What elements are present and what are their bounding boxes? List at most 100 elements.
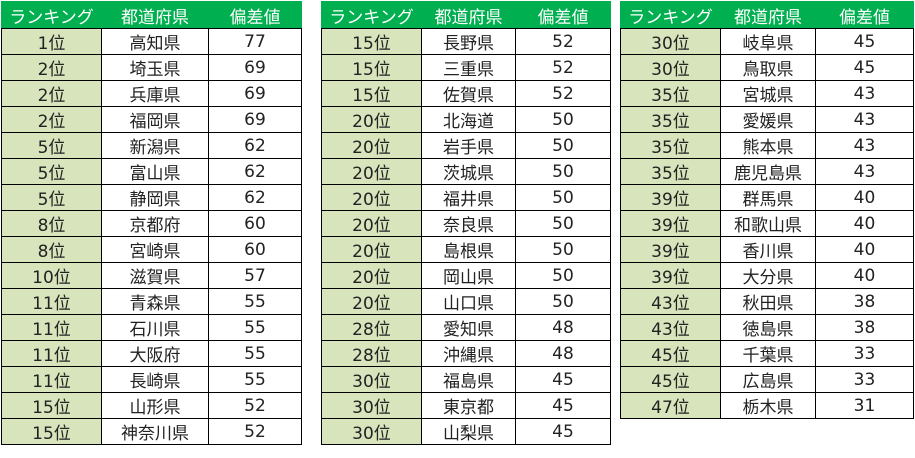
rank-cell: 43位 — [620, 288, 721, 315]
table-row: 11位 青森県 55 — [1, 288, 302, 315]
score-cell: 57 — [208, 262, 302, 289]
rank-cell: 15位 — [1, 392, 102, 419]
prefecture-cell: 熊本県 — [720, 132, 816, 159]
score-cell: 38 — [815, 288, 914, 315]
prefecture-cell: 茨城県 — [421, 158, 516, 185]
rank-cell: 39位 — [620, 210, 721, 237]
score-cell: 33 — [815, 366, 914, 393]
table-row: 39位 大分県 40 — [620, 262, 914, 289]
prefecture-cell: 徳島県 — [720, 314, 816, 341]
prefecture-cell: 京都府 — [101, 210, 209, 237]
table-row: 35位 愛媛県 43 — [620, 106, 914, 133]
rank-cell: 43位 — [620, 314, 721, 341]
score-cell: 50 — [515, 184, 611, 211]
rank-cell: 30位 — [321, 366, 422, 393]
table-row: 47位 栃木県 31 — [620, 392, 914, 419]
ranking-table-2: ランキング 都道府県 偏差値 15位 長野県 52 15位 三重県 52 15位 佐賀県 52 20位北… — [321, 1, 611, 445]
prefecture-cell: 奈良県 — [421, 210, 516, 237]
score-cell: 55 — [208, 340, 302, 367]
rank-cell: 20位 — [321, 184, 422, 211]
prefecture-cell: 鹿児島県 — [720, 158, 816, 185]
score-cell: 45 — [515, 366, 611, 393]
prefecture-cell: 滋賀県 — [101, 262, 209, 289]
rank-cell: 5位 — [1, 132, 102, 159]
prefecture-cell: 福岡県 — [101, 106, 209, 133]
table-row: 20位 岩手県 50 — [321, 132, 611, 159]
table-row: 11位 大阪府 55 — [1, 340, 302, 367]
prefecture-cell: 香川県 — [720, 236, 816, 263]
table-row: 43位 秋田県 38 — [620, 288, 914, 315]
rank-cell: 11位 — [1, 288, 102, 315]
prefecture-cell: 鳥取県 — [720, 54, 816, 81]
score-cell: 55 — [208, 314, 302, 341]
score-cell: 55 — [208, 366, 302, 393]
table-row: 30位 東京都 45 — [321, 392, 611, 419]
score-cell: 45 — [515, 392, 611, 419]
score-cell: 52 — [208, 392, 302, 419]
prefecture-cell: 秋田県 — [720, 288, 816, 315]
table-row: 5位 富山県 62 — [1, 158, 302, 185]
table-row: 35位 宮城県 43 — [620, 80, 914, 107]
score-cell: 52 — [208, 418, 302, 445]
table-row: 43位 徳島県 38 — [620, 314, 914, 341]
score-cell: 50 — [515, 288, 611, 315]
score-cell: 38 — [815, 314, 914, 341]
table-row: 15位 山形県 52 — [1, 392, 302, 419]
rank-cell: 35位 — [620, 80, 721, 107]
ranking-table-1: ランキング 都道府県 偏差値 1位 高知県 77 2位 埼玉県 69 2位 兵庫県 69 2位 福岡県 69… — [1, 1, 302, 445]
score-cell: 62 — [208, 184, 302, 211]
prefecture-cell: 新潟県 — [101, 132, 209, 159]
score-cell: 50 — [515, 236, 611, 263]
prefecture-cell: 愛知県 — [421, 314, 516, 341]
prefecture-cell: 群馬県 — [720, 184, 816, 211]
score-cell: 60 — [208, 210, 302, 237]
rank-cell: 28位 — [321, 314, 422, 341]
rank-cell: 30位 — [620, 54, 721, 81]
rank-header: ランキング — [1, 1, 102, 29]
table-row: 2位 福岡県 69 — [1, 106, 302, 133]
prefecture-cell: 広島県 — [720, 366, 816, 393]
rank-cell: 1位 — [1, 28, 102, 55]
score-cell: 62 — [208, 158, 302, 185]
score-cell: 60 — [208, 236, 302, 263]
rank-cell: 2位 — [1, 106, 102, 133]
score-cell: 50 — [515, 132, 611, 159]
score-cell: 43 — [815, 80, 914, 107]
prefecture-cell: 青森県 — [101, 288, 209, 315]
score-cell: 45 — [815, 28, 914, 55]
table-row: 15位 三重県 52 — [321, 54, 611, 81]
rank-cell: 20位 — [321, 210, 422, 237]
score-cell: 43 — [815, 132, 914, 159]
prefecture-cell: 岡山県 — [421, 262, 516, 289]
prefecture-cell: 島根県 — [421, 236, 516, 263]
score-cell: 69 — [208, 80, 302, 107]
prefecture-header: 都道府県 — [421, 1, 516, 29]
score-cell: 55 — [208, 288, 302, 315]
rank-cell: 20位 — [321, 158, 422, 185]
prefecture-cell: 兵庫県 — [101, 80, 209, 107]
table-row: 5位 新潟県 62 — [1, 132, 302, 159]
table-row: 15位 神奈川県 52 — [1, 418, 302, 445]
score-cell: 48 — [515, 314, 611, 341]
prefecture-cell: 富山県 — [101, 158, 209, 185]
prefecture-cell: 静岡県 — [101, 184, 209, 211]
table-row: 1位 高知県 77 — [1, 28, 302, 55]
table-row: 15位 長野県 52 — [321, 28, 611, 55]
table-row: 20位 茨城県 50 — [321, 158, 611, 185]
score-cell: 69 — [208, 106, 302, 133]
score-header: 偏差値 — [515, 1, 611, 29]
table-row: 39位 和歌山県 40 — [620, 210, 914, 237]
rank-cell: 30位 — [321, 392, 422, 419]
table-row: 8位 京都府 60 — [1, 210, 302, 237]
prefecture-cell: 山口県 — [421, 288, 516, 315]
header-row: ランキング 都道府県 偏差値 — [1, 1, 302, 29]
table-row: 30位 山梨県 45 — [321, 418, 611, 445]
score-cell: 40 — [815, 184, 914, 211]
table-row: 2位 兵庫県 69 — [1, 80, 302, 107]
rank-cell: 35位 — [620, 106, 721, 133]
prefecture-cell: 北海道 — [421, 106, 516, 133]
table-row: 10位 滋賀県 57 — [1, 262, 302, 289]
prefecture-cell: 三重県 — [421, 54, 516, 81]
rank-cell: 11位 — [1, 314, 102, 341]
table-row: 8位 宮崎県 60 — [1, 236, 302, 263]
